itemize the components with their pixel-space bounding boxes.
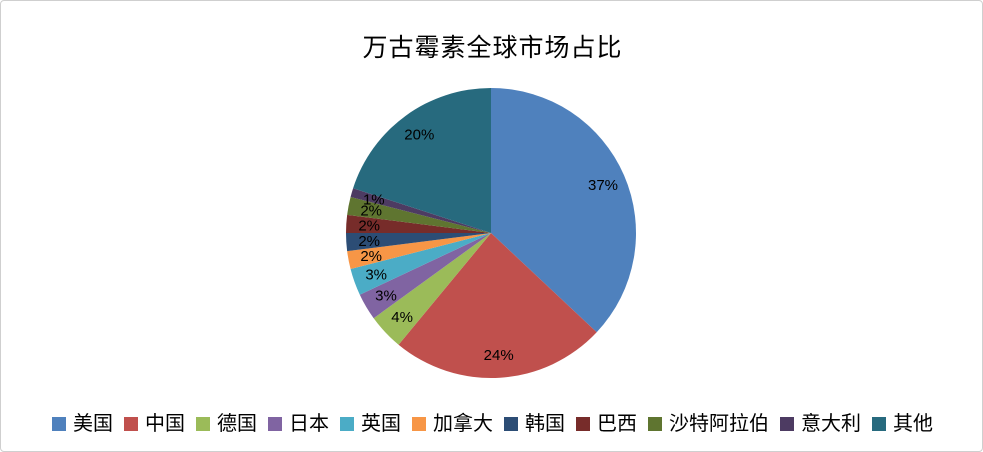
slice-label: 1% — [363, 191, 385, 208]
slice-label: 20% — [404, 127, 434, 144]
legend-label: 沙特阿拉伯 — [669, 413, 769, 435]
pie-slice-5[interactable] — [347, 233, 491, 270]
slice-label: 2% — [360, 248, 382, 265]
legend-swatch — [412, 417, 426, 431]
slice-label: 4% — [391, 309, 413, 326]
legend-item-3[interactable]: 日本 — [268, 413, 329, 435]
slice-label: 2% — [360, 202, 382, 219]
legend-swatch — [196, 417, 210, 431]
legend-label: 意大利 — [801, 413, 861, 435]
legend-swatch — [872, 417, 886, 431]
legend-swatch — [340, 417, 354, 431]
legend-item-2[interactable]: 德国 — [196, 413, 257, 435]
pie-slice-2[interactable] — [373, 233, 491, 345]
pie-slice-6[interactable] — [346, 233, 491, 252]
legend-label: 中国 — [145, 413, 185, 435]
pie-slice-10[interactable] — [353, 88, 491, 233]
pie-slice-9[interactable] — [350, 188, 491, 233]
pie-slice-0[interactable] — [491, 88, 637, 333]
legend-item-8[interactable]: 沙特阿拉伯 — [648, 413, 769, 435]
legend-label: 英国 — [361, 413, 401, 435]
slice-label: 3% — [365, 267, 387, 284]
legend-item-7[interactable]: 巴西 — [576, 413, 637, 435]
legend-swatch — [576, 417, 590, 431]
legend-item-9[interactable]: 意大利 — [780, 413, 861, 435]
legend-label: 其他 — [893, 413, 933, 435]
pie-slice-7[interactable] — [346, 214, 491, 233]
slice-label: 24% — [484, 347, 514, 364]
pie-slice-8[interactable] — [347, 196, 491, 233]
slice-label: 37% — [588, 177, 618, 194]
legend-item-0[interactable]: 美国 — [52, 413, 113, 435]
legend-label: 美国 — [73, 413, 113, 435]
pie-slice-3[interactable] — [359, 233, 491, 319]
legend-swatch — [504, 417, 518, 431]
legend-item-6[interactable]: 韩国 — [504, 413, 565, 435]
legend-label: 日本 — [289, 413, 329, 435]
legend-swatch — [268, 417, 282, 431]
slice-label: 3% — [375, 287, 397, 304]
chart-title: 万古霉素全球市场占比 — [362, 34, 623, 62]
slice-label: 2% — [358, 218, 380, 235]
legend-swatch — [52, 417, 66, 431]
legend-label: 加拿大 — [433, 413, 493, 435]
legend-item-4[interactable]: 英国 — [340, 413, 401, 435]
legend-swatch — [124, 417, 138, 431]
legend-label: 德国 — [217, 413, 257, 435]
legend-swatch — [648, 417, 662, 431]
pie-slice-4[interactable] — [350, 233, 491, 295]
legend-swatch — [780, 417, 794, 431]
legend-item-1[interactable]: 中国 — [124, 413, 185, 435]
slice-label: 2% — [358, 233, 380, 250]
legend-label: 巴西 — [597, 413, 637, 435]
legend-item-10[interactable]: 其他 — [872, 413, 933, 435]
legend-item-5[interactable]: 加拿大 — [412, 413, 493, 435]
pie-slice-1[interactable] — [398, 233, 597, 378]
legend-label: 韩国 — [525, 413, 565, 435]
chart-legend: 美国 中国 德国 日本 英国 加拿大 韩国 巴西 沙特阿拉伯 意大利 其他 — [1, 413, 982, 435]
